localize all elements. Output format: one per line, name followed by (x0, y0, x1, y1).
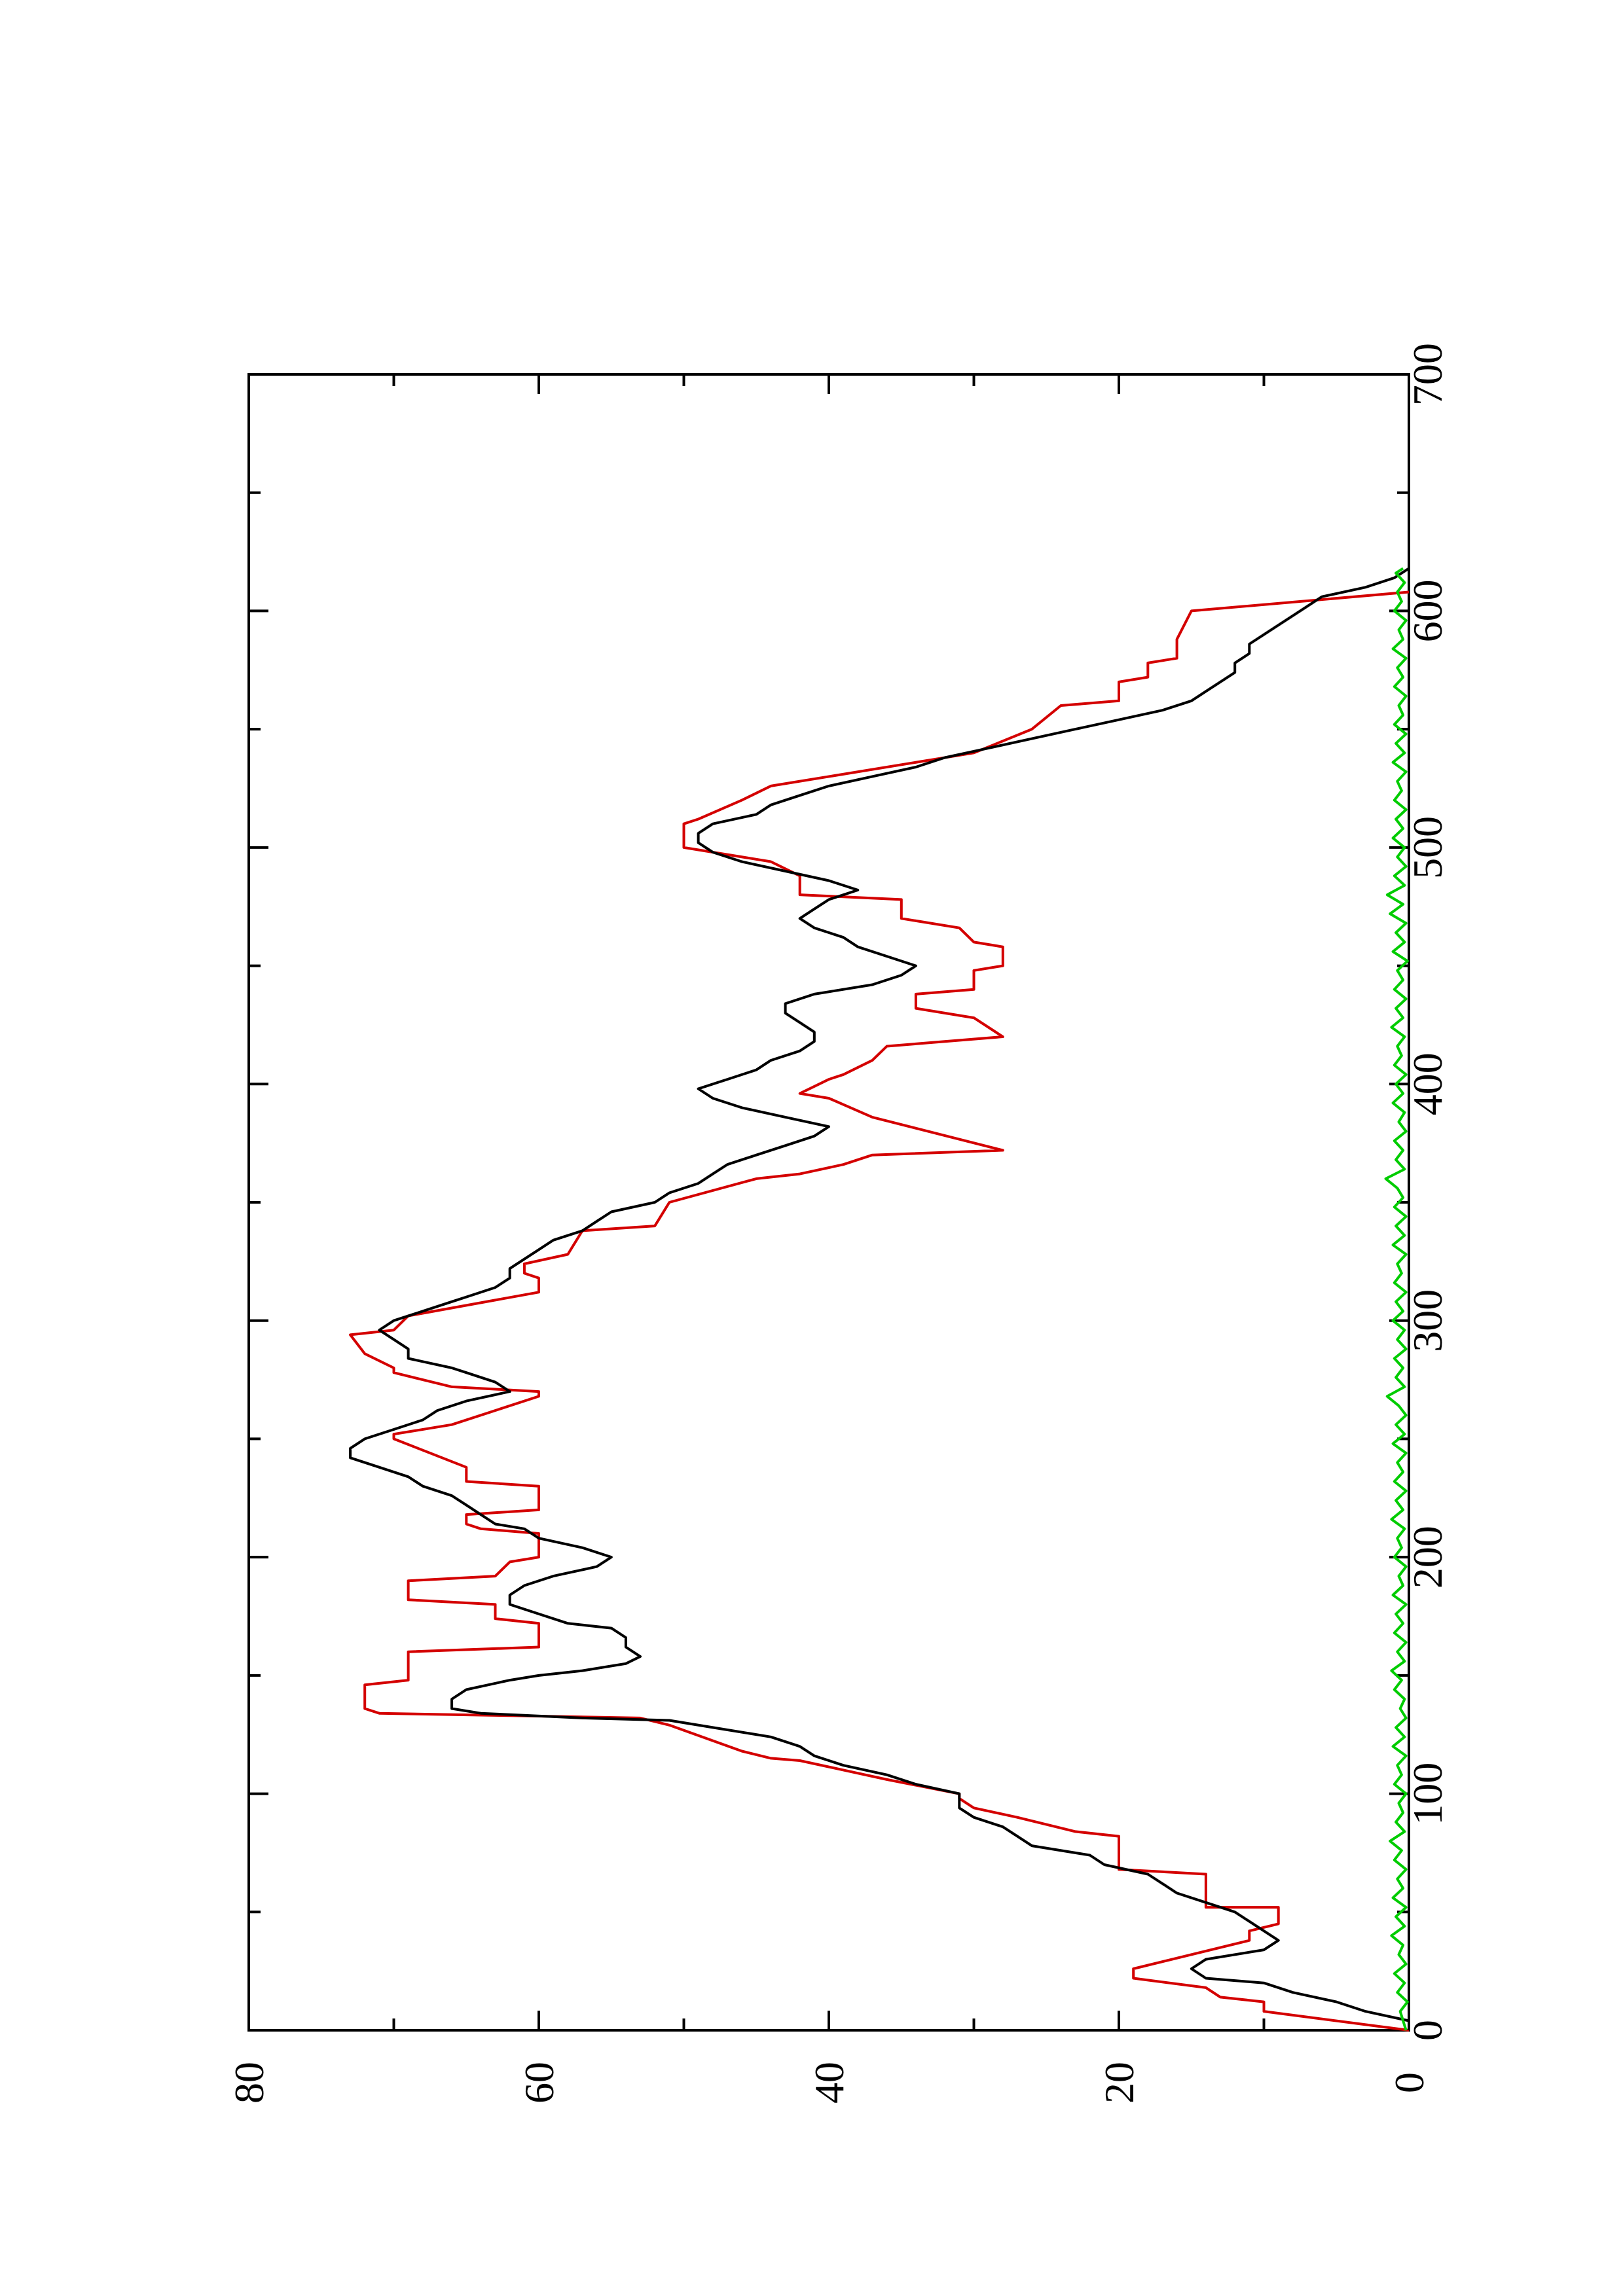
x-tick-label: 500 (1404, 816, 1451, 879)
y-tick-label: 20 (1096, 2062, 1142, 2104)
tick-marks (247, 373, 1410, 2032)
y-tick-label: 0 (1386, 2072, 1432, 2093)
y-tick-label: 60 (516, 2062, 562, 2104)
series-line-0 (349, 590, 1410, 2032)
series-line-2 (1384, 567, 1409, 2031)
x-tick-label: 700 (1404, 343, 1451, 406)
x-tick-label: 600 (1404, 579, 1451, 642)
x-tick-label: 400 (1404, 1052, 1451, 1115)
x-tick-label: 300 (1404, 1289, 1451, 1352)
series-line-1 (349, 567, 1410, 2030)
plot-frame (247, 373, 1410, 2032)
x-tick-label: 100 (1404, 1763, 1451, 1825)
y-tick-label: 80 (226, 2062, 272, 2104)
series-layer (349, 567, 1410, 2032)
x-tick-label: 0 (1404, 2020, 1451, 2041)
y-tick-label: 40 (806, 2062, 852, 2104)
tick-labels: 0 100 200 300 400 500 600 700 0 20 40 60 80 (226, 343, 1451, 2104)
x-tick-label: 200 (1404, 1526, 1451, 1588)
